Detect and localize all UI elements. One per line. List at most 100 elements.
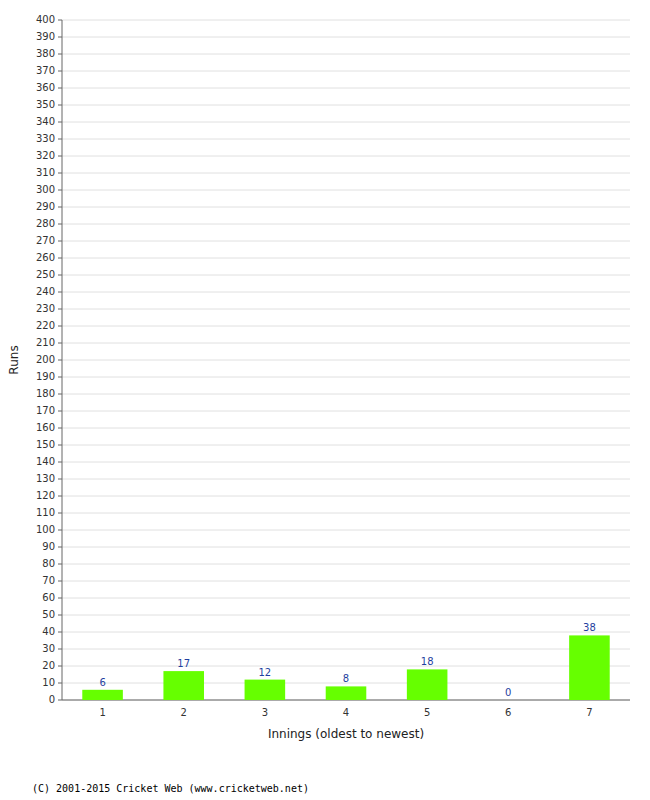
grid-line (62, 547, 630, 548)
y-tick-label: 180 (36, 388, 55, 399)
y-tick-label: 330 (36, 133, 55, 144)
y-tick (58, 37, 62, 38)
bar (245, 680, 286, 700)
y-tick-label: 310 (36, 167, 55, 178)
y-tick-label: 0 (49, 694, 55, 705)
bar (569, 635, 610, 700)
x-tick-label: 2 (181, 707, 187, 718)
grid-line (62, 530, 630, 531)
y-tick (58, 190, 62, 191)
grid-line (62, 258, 630, 259)
y-tick (58, 292, 62, 293)
y-tick-label: 170 (36, 405, 55, 416)
y-tick-label: 150 (36, 439, 55, 450)
y-tick-label: 10 (42, 677, 55, 688)
y-tick (58, 275, 62, 276)
x-tick-label: 7 (586, 707, 592, 718)
grid-line (62, 360, 630, 361)
y-tick (58, 156, 62, 157)
y-tick-label: 230 (36, 303, 55, 314)
x-tick-label: 3 (262, 707, 268, 718)
y-tick (58, 105, 62, 106)
y-tick-label: 30 (42, 643, 55, 654)
grid-line (62, 71, 630, 72)
x-tick-label: 1 (99, 707, 105, 718)
y-tick-label: 260 (36, 252, 55, 263)
grid-line (62, 445, 630, 446)
grid-line (62, 479, 630, 480)
grid (62, 20, 630, 700)
grid-line (62, 122, 630, 123)
y-tick (58, 20, 62, 21)
data-label: 12 (258, 667, 271, 678)
grid-line (62, 275, 630, 276)
y-tick-label: 120 (36, 490, 55, 501)
y-tick-label: 100 (36, 524, 55, 535)
data-labels: 61712818038 (99, 622, 595, 698)
y-tick (58, 207, 62, 208)
grid-line (62, 105, 630, 106)
x-tick-label: 4 (343, 707, 349, 718)
grid-line (62, 173, 630, 174)
y-tick-label: 20 (42, 660, 55, 671)
y-tick-label: 390 (36, 31, 55, 42)
y-tick-label: 110 (36, 507, 55, 518)
y-tick (58, 666, 62, 667)
y-tick (58, 71, 62, 72)
grid-line (62, 241, 630, 242)
grid-line (62, 615, 630, 616)
grid-line (62, 666, 630, 667)
grid-line (62, 649, 630, 650)
data-label: 6 (99, 677, 105, 688)
y-tick (58, 581, 62, 582)
grid-line (62, 462, 630, 463)
y-axis-label: Runs (7, 345, 21, 374)
y-tick (58, 428, 62, 429)
y-tick-label: 400 (36, 14, 55, 25)
y-tick-label: 280 (36, 218, 55, 229)
bar (488, 700, 529, 701)
y-tick (58, 224, 62, 225)
grid-line (62, 20, 630, 21)
bars (82, 635, 609, 700)
y-tick (58, 173, 62, 174)
y-tick (58, 462, 62, 463)
grid-line (62, 411, 630, 412)
y-tick-label: 40 (42, 626, 55, 637)
y-tick (58, 632, 62, 633)
y-tick-label: 360 (36, 82, 55, 93)
y-tick-label: 60 (42, 592, 55, 603)
chart: 0102030405060708090100110120130140150160… (0, 0, 650, 800)
y-tick-label: 370 (36, 65, 55, 76)
bar (326, 686, 367, 700)
grid-line (62, 156, 630, 157)
grid-line (62, 428, 630, 429)
grid-line (62, 309, 630, 310)
y-tick-label: 130 (36, 473, 55, 484)
y-tick (58, 700, 62, 701)
grid-line (62, 513, 630, 514)
bar (82, 690, 123, 700)
y-tick-label: 270 (36, 235, 55, 246)
grid-line (62, 207, 630, 208)
y-tick (58, 258, 62, 259)
data-label: 38 (583, 622, 596, 633)
axes: 0102030405060708090100110120130140150160… (36, 14, 630, 718)
y-tick-label: 300 (36, 184, 55, 195)
y-tick (58, 649, 62, 650)
y-tick (58, 360, 62, 361)
grid-line (62, 377, 630, 378)
grid-line (62, 326, 630, 327)
y-tick (58, 241, 62, 242)
y-tick (58, 309, 62, 310)
y-tick-label: 70 (42, 575, 55, 586)
y-tick (58, 530, 62, 531)
y-tick-label: 240 (36, 286, 55, 297)
y-tick (58, 564, 62, 565)
y-tick (58, 513, 62, 514)
y-tick-label: 50 (42, 609, 55, 620)
y-tick-label: 250 (36, 269, 55, 280)
y-tick-label: 320 (36, 150, 55, 161)
bar (407, 669, 448, 700)
y-tick-label: 80 (42, 558, 55, 569)
